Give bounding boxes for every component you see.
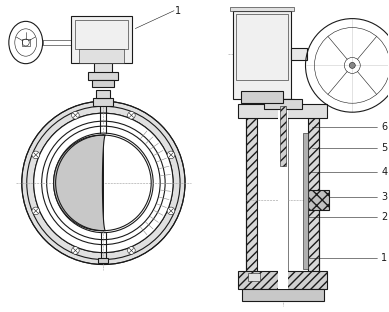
Text: 1: 1 [175, 6, 181, 16]
Polygon shape [308, 118, 319, 290]
Polygon shape [54, 135, 105, 231]
Bar [70, 16, 132, 63]
Bar [241, 91, 282, 103]
Polygon shape [246, 118, 257, 290]
Bar [308, 190, 329, 210]
Circle shape [128, 247, 135, 254]
Text: 2: 2 [381, 212, 387, 222]
Circle shape [167, 151, 175, 159]
Circle shape [349, 62, 355, 68]
Bar [291, 48, 307, 61]
Bar [264, 99, 301, 109]
Polygon shape [238, 271, 328, 290]
Bar [96, 90, 110, 98]
Bar [93, 80, 114, 87]
Circle shape [167, 207, 175, 215]
Bar [93, 98, 113, 106]
Bar [230, 7, 294, 11]
Bar [88, 72, 118, 80]
Circle shape [32, 207, 40, 215]
Circle shape [128, 111, 135, 119]
Bar [303, 133, 308, 270]
Polygon shape [96, 135, 103, 231]
Bar [95, 63, 112, 76]
Bar [278, 104, 287, 290]
Text: 5: 5 [381, 143, 387, 153]
Circle shape [72, 111, 79, 119]
Circle shape [34, 113, 173, 253]
Text: 1: 1 [381, 252, 387, 262]
Bar [280, 106, 286, 166]
Bar [233, 11, 291, 99]
Bar [98, 257, 109, 262]
Bar [248, 274, 260, 281]
Circle shape [72, 247, 79, 254]
Bar [22, 38, 30, 46]
Circle shape [34, 113, 173, 253]
Bar [272, 99, 294, 104]
Polygon shape [238, 104, 328, 118]
Circle shape [32, 151, 40, 159]
Text: 6: 6 [381, 122, 387, 132]
Bar [79, 50, 124, 63]
Bar [242, 290, 324, 301]
Bar [236, 14, 287, 80]
Bar [75, 20, 128, 50]
Text: 4: 4 [381, 167, 387, 177]
Bar [257, 118, 310, 290]
Text: 3: 3 [381, 192, 387, 202]
Circle shape [54, 133, 153, 233]
Circle shape [22, 101, 185, 265]
Polygon shape [96, 135, 103, 231]
